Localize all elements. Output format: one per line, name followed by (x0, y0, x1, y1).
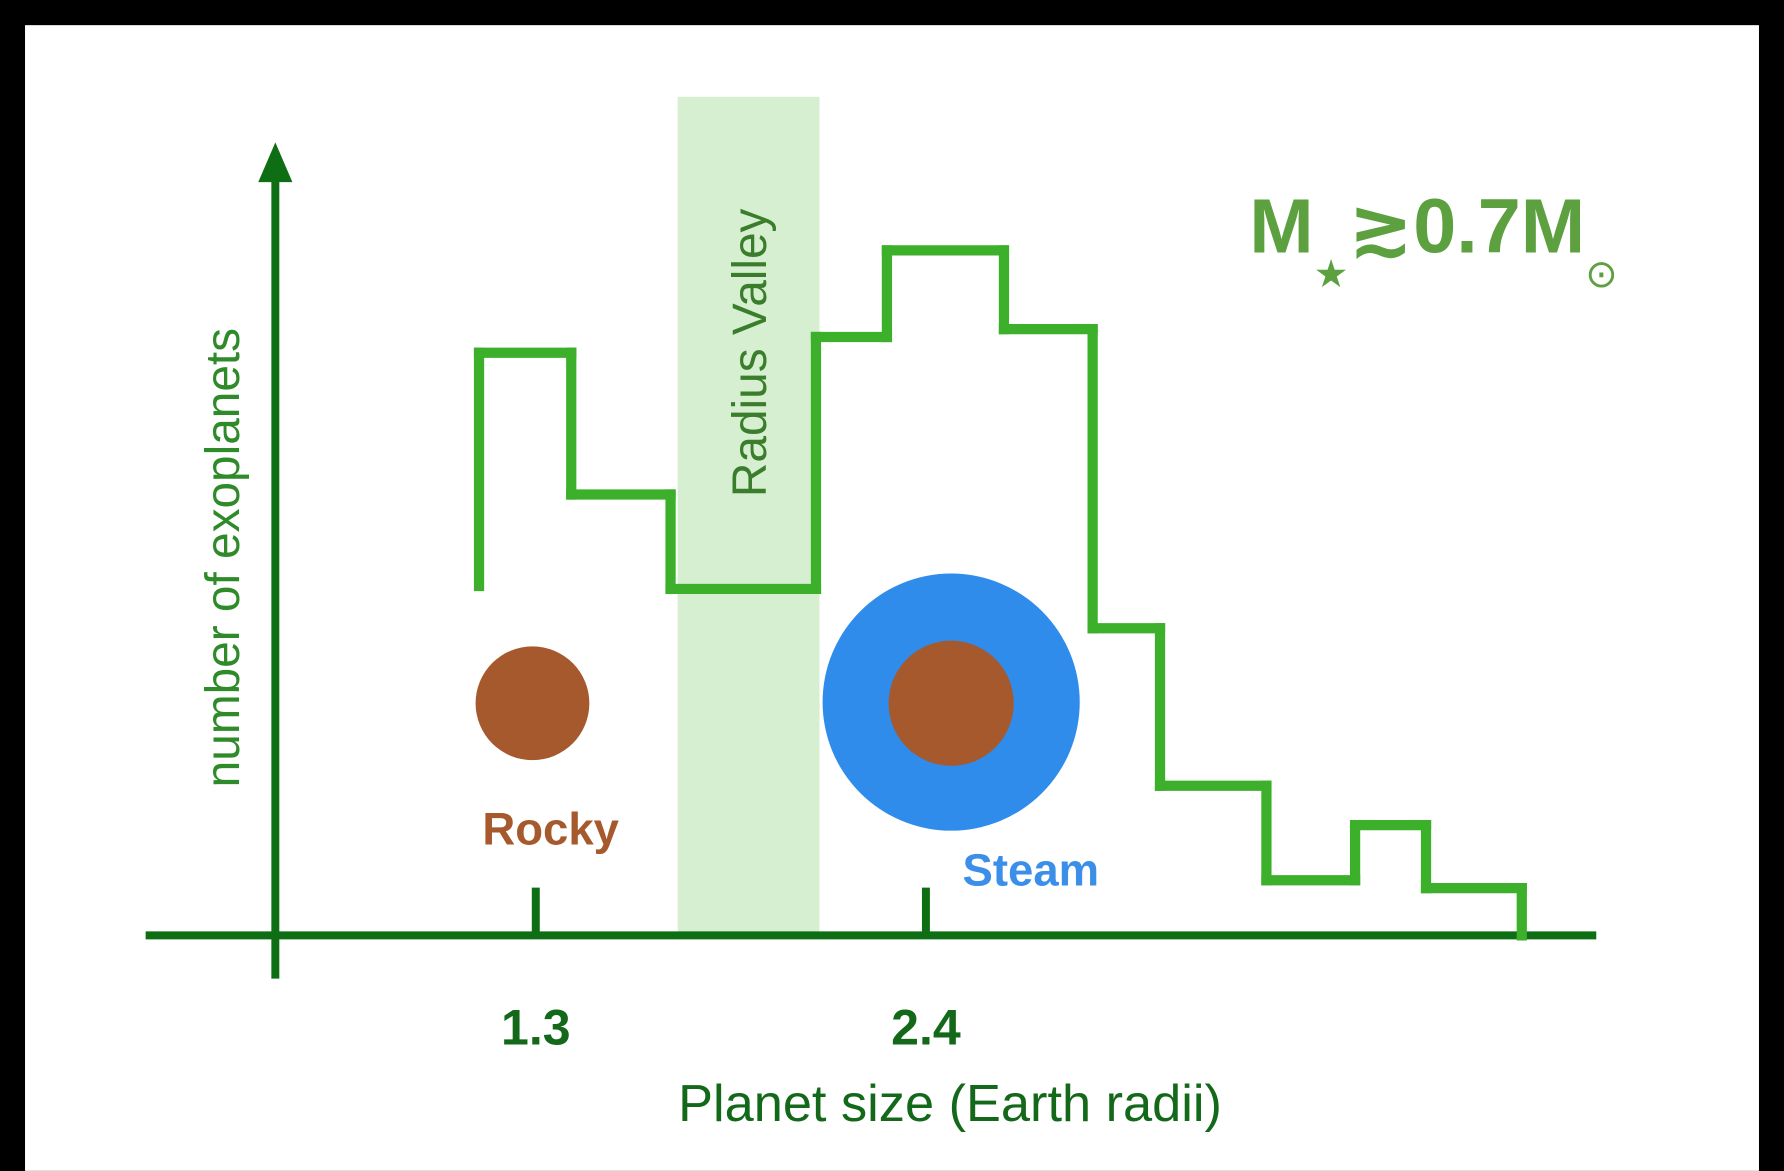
x-axis-label: Planet size (Earth radii) (678, 1075, 1222, 1133)
condition-part: ≳0.7M (1348, 184, 1585, 270)
steam-planet-core (889, 641, 1014, 766)
rocky-planet-icon (476, 646, 590, 760)
condition-part: M (1249, 184, 1313, 270)
page: {"chart_data": { "type": "histogram", "x… (0, 0, 1784, 1171)
planet-label: Rocky (482, 803, 619, 854)
valley-label: Radius Valley (724, 208, 777, 497)
y-axis-label: number of exoplanets (197, 328, 250, 787)
condition-part: ★ (1314, 253, 1349, 296)
x-tick-label: 2.4 (891, 1000, 961, 1056)
condition-part: ⊙ (1585, 253, 1617, 296)
planet-label: Steam (963, 844, 1100, 895)
x-tick-label: 1.3 (501, 1000, 571, 1056)
chart: Radius Valley Rocky Steam number of exop… (0, 0, 1784, 1171)
